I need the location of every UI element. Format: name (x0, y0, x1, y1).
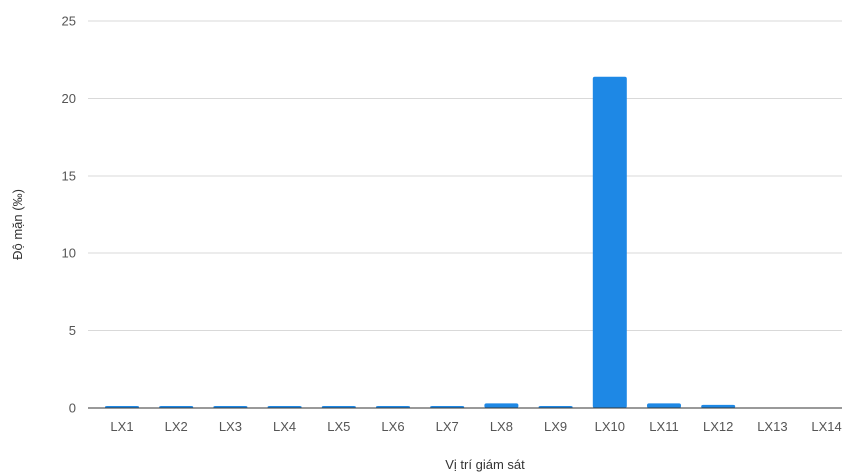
x-tick-label: LX9 (544, 419, 567, 434)
x-tick-label: LX4 (273, 419, 296, 434)
x-tick-label: LX12 (703, 419, 733, 434)
x-tick-label: LX3 (219, 419, 242, 434)
bars (105, 76, 736, 408)
y-tick-label: 20 (62, 91, 76, 106)
y-axis-title: Độ mặn (‰) (10, 189, 25, 260)
y-tick-label: 10 (62, 246, 76, 261)
y-tick-label: 25 (62, 14, 76, 29)
x-tick-label: LX13 (757, 419, 787, 434)
bar-lx8 (484, 403, 519, 408)
bar-lx12 (701, 404, 736, 408)
x-tick-label: LX7 (436, 419, 459, 434)
y-tick-label: 5 (69, 323, 76, 338)
x-tick-labels: LX1 LX2 LX3 LX4 LX5 LX6 LX7 LX8 LX9 LX10 LX11 LX12 L… (110, 419, 841, 434)
y-tick-label: 0 (69, 401, 76, 416)
x-tick-label: LX5 (327, 419, 350, 434)
y-tick-label: 15 (62, 168, 76, 183)
y-tick-labels: 0 5 10 15 20 25 (62, 14, 76, 416)
x-tick-label: LX1 (110, 419, 133, 434)
x-tick-label: LX10 (595, 419, 625, 434)
x-tick-label: LX14 (811, 419, 841, 434)
bar-lx10 (592, 76, 627, 408)
x-tick-label: LX2 (165, 419, 188, 434)
x-tick-label: LX8 (490, 419, 513, 434)
bar-lx11 (647, 403, 681, 408)
gridlines (88, 20, 842, 332)
x-tick-label: LX11 (649, 419, 678, 434)
x-tick-label: LX6 (381, 419, 404, 434)
x-axis-title: Vị trí giám sát (445, 457, 525, 472)
